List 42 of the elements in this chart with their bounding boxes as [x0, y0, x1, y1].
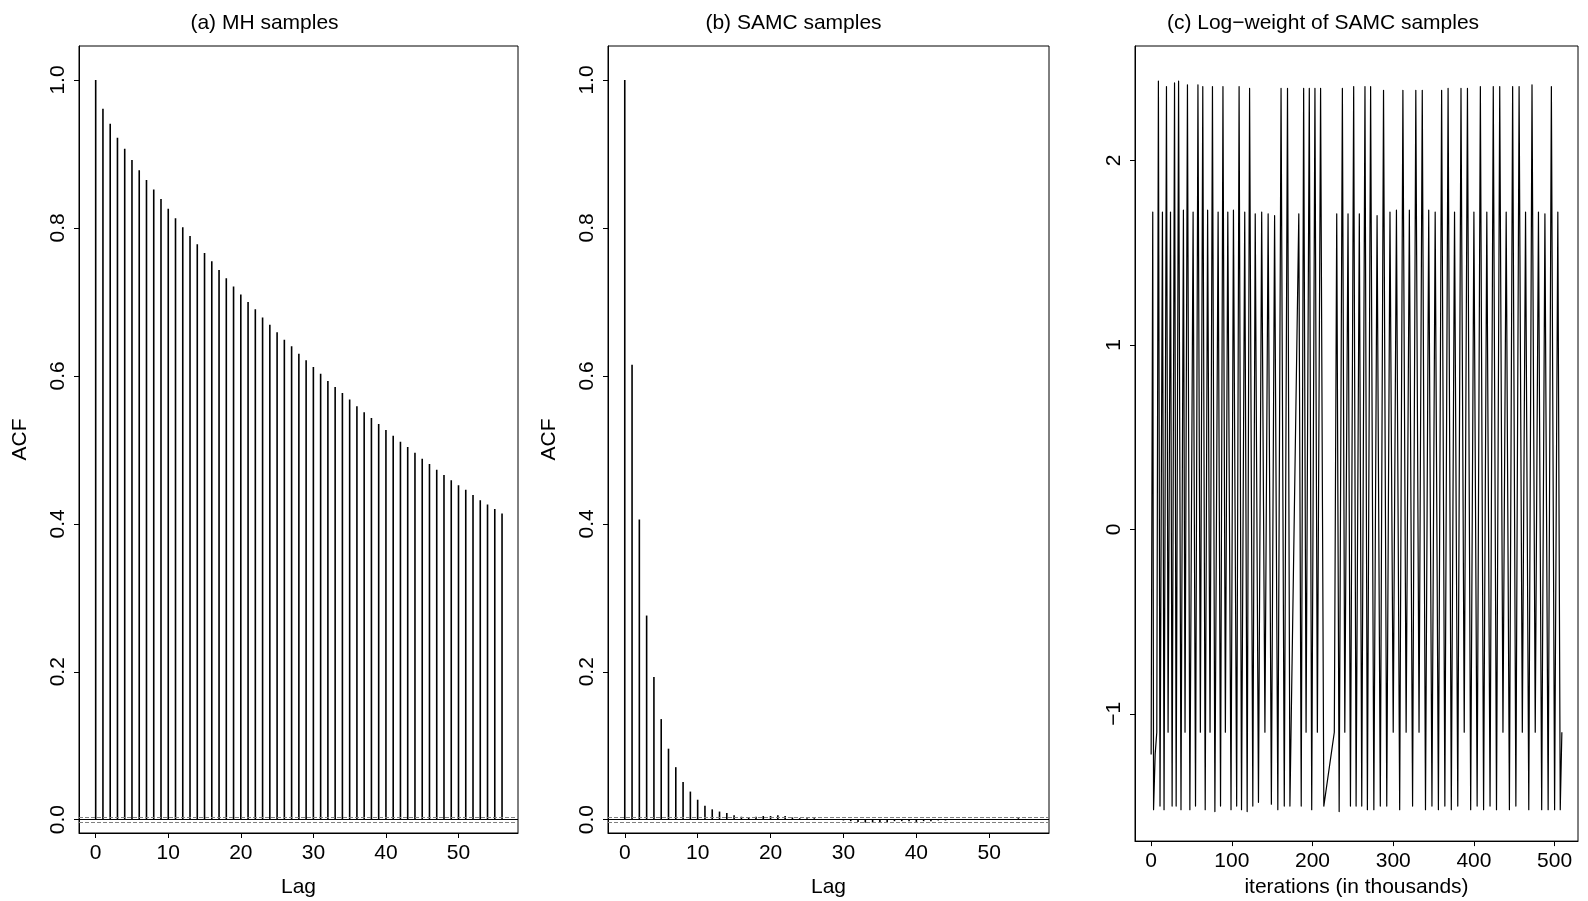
x-tick-label: 200	[1295, 848, 1331, 872]
y-tick-label: 1	[1101, 339, 1124, 351]
y-tick-label: 0.8	[574, 213, 597, 243]
x-tick-label: 400	[1456, 848, 1492, 872]
x-tick-label: 20	[758, 840, 783, 863]
x-axis-title: iterations (in thousands)	[1244, 874, 1469, 897]
y-tick-label: 1.0	[45, 65, 68, 95]
x-tick-label: 500	[1537, 848, 1573, 872]
y-axis-title: ACF	[536, 418, 559, 461]
x-tick-label: 30	[831, 840, 856, 863]
y-tick-label: 0.4	[45, 508, 68, 539]
y-tick-label: 1.0	[574, 65, 597, 95]
x-tick-label: 0	[1145, 848, 1157, 872]
x-axis-title: Lag	[810, 874, 847, 897]
x-tick-label: 10	[685, 840, 710, 863]
x-tick-label: 40	[374, 840, 398, 863]
x-tick-label: 20	[229, 840, 253, 863]
chart-title: (c) Log−weight of SAMC samples	[1166, 10, 1480, 33]
x-tick-label: 300	[1375, 848, 1411, 872]
y-tick-label: 0	[1101, 523, 1124, 536]
y-tick-label: 0.6	[45, 361, 68, 391]
y-tick-label: 0.2	[45, 657, 68, 687]
x-tick-label: 0	[89, 840, 102, 863]
y-axis-title: ACF	[7, 418, 30, 461]
y-tick-label: 0.4	[574, 508, 597, 539]
x-tick-label: 10	[156, 840, 180, 863]
x-tick-label: 50	[977, 840, 1001, 863]
x-tick-label: 30	[301, 840, 326, 863]
x-tick-label: 50	[446, 840, 471, 863]
x-tick-label: 100	[1214, 848, 1250, 872]
y-tick-label: 2	[1101, 154, 1124, 167]
y-tick-label: −1	[1101, 701, 1124, 726]
y-tick-label: 0.2	[574, 657, 597, 687]
y-tick-label: 0.0	[45, 805, 68, 835]
y-tick-label: 0.0	[574, 805, 597, 835]
y-tick-label: 0.6	[574, 361, 597, 391]
x-axis-title: Lag	[280, 874, 317, 897]
chart-title: (a) MH samples	[190, 10, 339, 33]
x-tick-label: 40	[904, 840, 929, 863]
chart-title: (b) SAMC samples	[705, 10, 882, 33]
x-tick-label: 0	[618, 840, 631, 863]
y-tick-label: 0.8	[45, 213, 68, 243]
